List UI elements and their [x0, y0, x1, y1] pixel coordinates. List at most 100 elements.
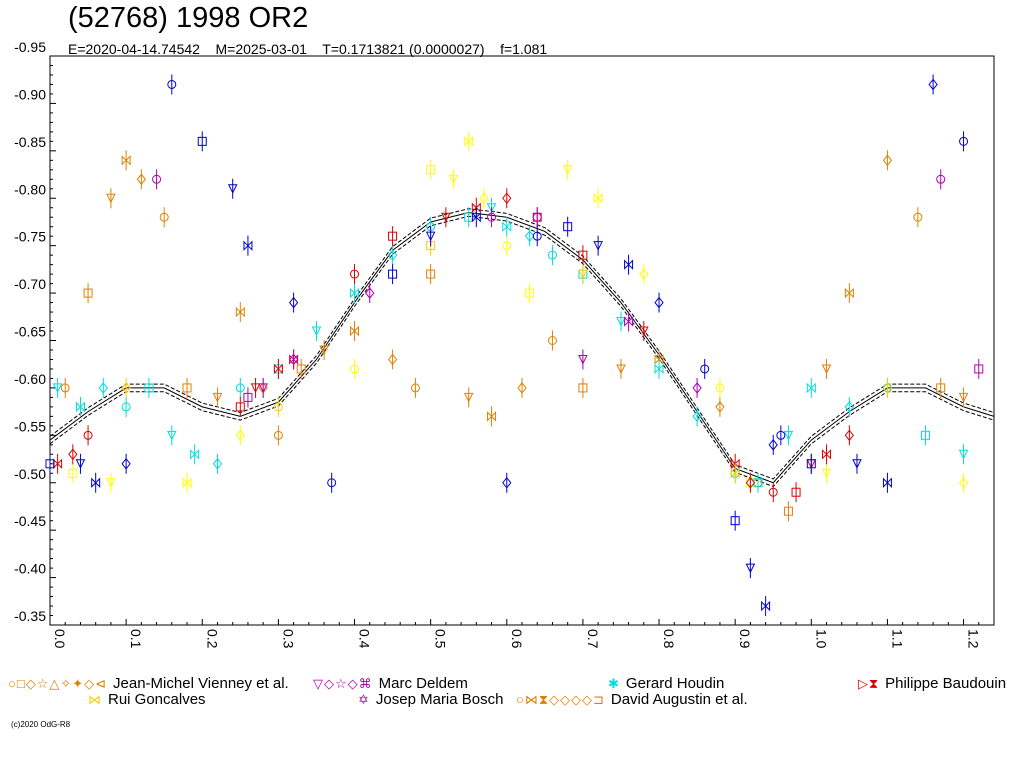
data-point [928, 78, 938, 91]
data-point [761, 600, 771, 612]
data-point [273, 363, 283, 375]
data-point [471, 212, 481, 223]
data-point [532, 231, 542, 241]
x-tick-label: 0.5 [433, 629, 449, 649]
data-point [563, 222, 573, 232]
plot-axes: -0.95 -0.90 -0.85 -0.80 -0.75 -0.70 -0.65 -0.60… [14, 39, 995, 649]
data-point [502, 476, 512, 489]
y-tick-label: -0.85 [14, 134, 46, 150]
data-point [235, 306, 245, 318]
data-point [692, 382, 702, 394]
x-tick-label: 1.1 [889, 629, 905, 649]
data-point [365, 287, 375, 299]
legend-entry: ▽◇☆◇⌘ Marc Deldem [313, 675, 468, 692]
data-point [654, 296, 664, 309]
x-tick-label: 0.7 [585, 629, 601, 649]
chart-subtitle: E=2020-04-14.74542 M=2025-03-01 T=0.1713… [68, 41, 548, 57]
data-point [958, 392, 969, 403]
data-point [525, 288, 535, 298]
legend-entry: ✡ Josep Maria Bosch [358, 691, 503, 708]
legend-label: Rui Goncalves [108, 691, 206, 708]
y-tick-label: -0.35 [14, 608, 46, 624]
data-point [479, 192, 489, 205]
data-point [768, 487, 778, 497]
legend-entry: ○□◇☆△✧✦◇⊲ Jean-Michel Vienney et al. [8, 675, 289, 692]
data-point [616, 317, 626, 327]
x-tick-label: 0.0 [52, 629, 68, 649]
legend-symbols: ⋈ [88, 692, 102, 707]
data-point [448, 174, 459, 185]
data-point [936, 383, 946, 393]
data-point [920, 430, 930, 440]
data-point [387, 249, 398, 261]
data-point [783, 430, 794, 441]
legend-label: Gerard Houdin [625, 675, 725, 692]
data-point [578, 250, 588, 260]
fit-curve [49, 211, 995, 484]
data-point [68, 448, 78, 461]
data-point [136, 173, 146, 186]
fit-curve [49, 208, 995, 480]
data-point [410, 383, 420, 393]
data-point [441, 212, 451, 223]
data-point [791, 487, 801, 497]
series-2 [52, 197, 969, 493]
x-tick-label: 1.0 [813, 629, 829, 649]
data-point [715, 401, 725, 413]
data-point [243, 240, 253, 251]
y-tick-label: -0.90 [14, 86, 46, 102]
data-point [463, 392, 474, 403]
data-point [821, 468, 832, 479]
data-point [776, 430, 786, 440]
data-point [273, 402, 283, 412]
data-point [882, 477, 892, 488]
data-point [98, 382, 108, 394]
data-point [578, 354, 588, 365]
x-tick-label: 0.6 [509, 629, 525, 649]
legend-symbols: ▽◇☆◇⌘ [313, 676, 373, 691]
data-point [593, 193, 603, 204]
legend-symbols: ○⋈⧗◇◇◇◇⊐ [516, 692, 605, 707]
data-point [638, 326, 649, 337]
data-point [882, 382, 893, 394]
data-point [75, 459, 86, 469]
data-point [502, 221, 512, 232]
data-point [821, 364, 832, 375]
data-point [212, 457, 223, 470]
data-point [806, 382, 816, 394]
data-point [152, 174, 162, 184]
data-point [844, 287, 854, 299]
data-point [350, 364, 360, 374]
y-tick-label: -0.55 [14, 418, 46, 434]
data-point [624, 316, 634, 327]
legend-label: Josep Maria Bosch [375, 691, 504, 708]
data-point [517, 382, 527, 394]
legend-label: Philippe Baudouin [885, 675, 1007, 692]
y-tick-label: -0.50 [14, 466, 46, 482]
data-point [319, 345, 329, 356]
data-point [190, 449, 200, 460]
data-point [83, 430, 93, 440]
data-point [844, 401, 854, 413]
legend-label: Marc Deldem [378, 675, 468, 692]
data-point [350, 269, 360, 279]
data-point [974, 364, 984, 374]
data-point [288, 296, 299, 309]
data-point [532, 212, 542, 222]
data-point [654, 363, 664, 375]
legend-entry: ▷⧗ Philippe Baudouin [858, 675, 1006, 692]
data-point [388, 231, 398, 241]
y-tick-label: -0.60 [14, 371, 46, 387]
x-tick-label: 1.2 [966, 629, 982, 649]
fit-curves [49, 208, 995, 488]
data-point [730, 516, 740, 526]
data-point [700, 364, 710, 374]
series-6 [45, 74, 969, 617]
data-point [235, 383, 245, 393]
data-point [426, 269, 436, 279]
data-point [289, 354, 299, 365]
y-tick-label: -0.75 [14, 229, 46, 245]
data-point [235, 429, 245, 442]
data-point [806, 459, 816, 469]
data-point [68, 468, 78, 478]
